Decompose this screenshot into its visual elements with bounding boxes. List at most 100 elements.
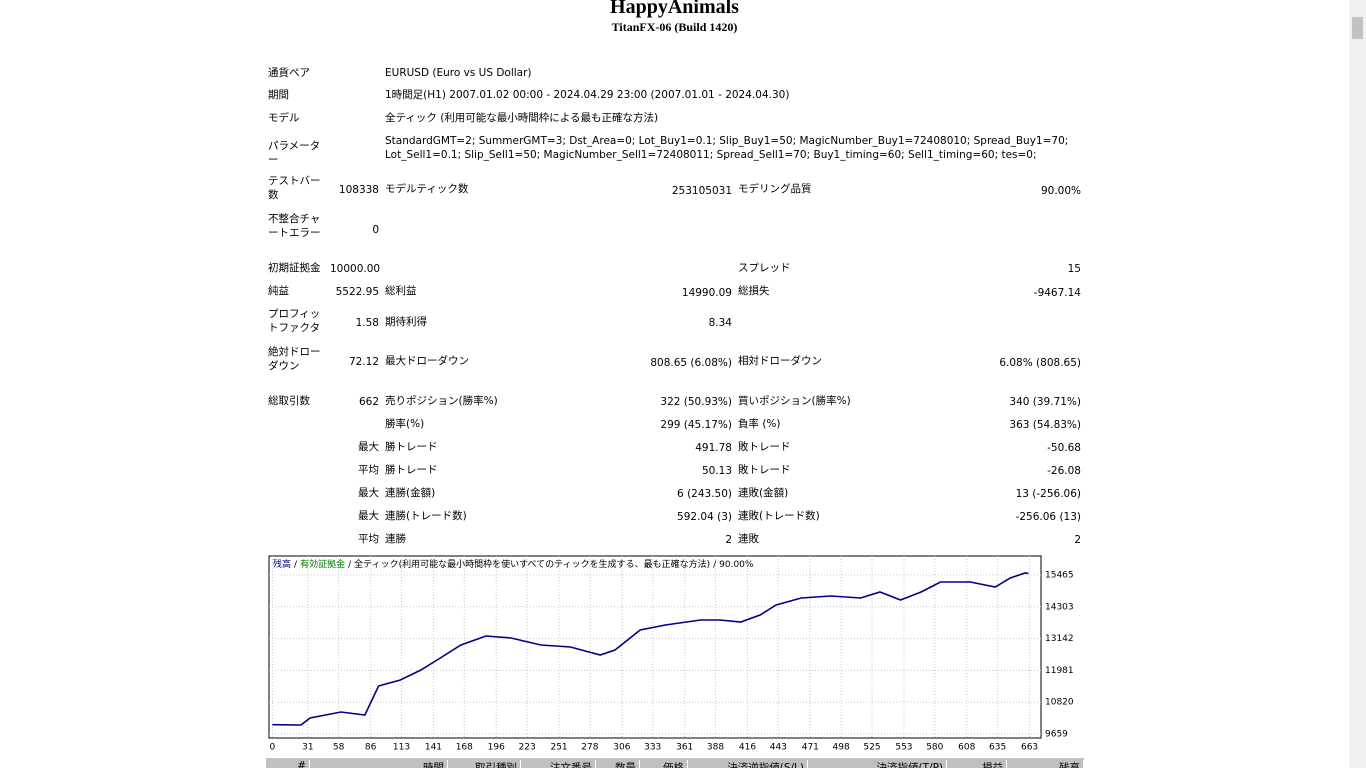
x-tick-label: 498 xyxy=(833,743,850,751)
field-label: モデル xyxy=(268,112,300,124)
stat-value: 6 (243.50) xyxy=(677,488,732,500)
scrollbar[interactable] xyxy=(1349,0,1366,768)
stat-label: 敗トレード xyxy=(738,441,791,453)
y-tick-label: 14303 xyxy=(1045,602,1074,612)
column-header: 時間 xyxy=(310,760,448,768)
scrollbar-thumb[interactable] xyxy=(1352,17,1363,39)
stat-value: 72.12 xyxy=(348,356,379,368)
x-tick-label: 525 xyxy=(863,743,880,751)
stat-label: 総取引数 xyxy=(268,395,310,407)
x-tick-label: 580 xyxy=(926,743,943,751)
x-tick-label: 278 xyxy=(581,743,598,751)
stat-label: 売りポジション(勝率%) xyxy=(385,395,498,407)
stat-value: 8.34 xyxy=(708,317,732,329)
stat-label: 平均 xyxy=(358,533,379,545)
x-tick-label: 223 xyxy=(519,743,536,751)
plot-area xyxy=(268,555,1042,739)
legend-separator: / xyxy=(713,560,717,570)
x-tick-label: 663 xyxy=(1021,743,1038,751)
stat-label: 最大 xyxy=(358,441,379,453)
x-tick-label: 388 xyxy=(707,743,724,751)
column-header: 取引種別 xyxy=(448,760,521,768)
stat-value: 322 (50.93%) xyxy=(660,396,732,408)
x-tick-label: 553 xyxy=(895,743,912,751)
report-title: HappyAnimals xyxy=(610,0,739,18)
y-tick-label: 13142 xyxy=(1045,634,1074,644)
x-tick-label: 251 xyxy=(550,743,567,751)
stat-label: 不整合チャートエラー xyxy=(268,213,321,239)
field-label: 期間 xyxy=(268,89,289,101)
stat-value: 491.78 xyxy=(695,442,732,454)
stat-label: 買いポジション(勝率%) xyxy=(738,395,851,407)
stat-value: -50.68 xyxy=(1047,442,1081,454)
stat-label: 最大ドローダウン xyxy=(385,355,469,367)
stat-label: 初期証拠金 xyxy=(268,262,321,274)
balance-line xyxy=(272,572,1029,726)
stat-label: 絶対ドローダウン xyxy=(268,346,321,372)
column-header: 注文番号 xyxy=(521,760,596,768)
stat-label: 連敗(金額) xyxy=(738,487,789,499)
legend-model: 全ティック(利用可能な最小時間枠を使いすべてのティックを生成する、最も正確な方法… xyxy=(354,558,710,570)
x-tick-label: 141 xyxy=(425,743,442,751)
stat-label: 最大 xyxy=(358,487,379,499)
stat-label: 連敗(トレード数) xyxy=(738,510,820,522)
stat-value: -9467.14 xyxy=(1033,287,1081,299)
stat-label: 敗トレード xyxy=(738,464,791,476)
x-tick-label: 113 xyxy=(393,743,410,751)
stat-label: プロフィットファクタ xyxy=(268,308,321,334)
stat-label: 最大 xyxy=(358,510,379,522)
column-header: 損益 xyxy=(947,760,1007,768)
stat-value: 6.08% (808.65) xyxy=(999,357,1081,369)
field-value: 1時間足(H1) 2007.01.02 00:00 - 2024.04.29 2… xyxy=(385,89,790,101)
stat-label: 連勝(トレード数) xyxy=(385,510,467,522)
stat-value: 340 (39.71%) xyxy=(1009,396,1081,408)
field-value: StandardGMT=2; SummerGMT=3; Dst_Area=0; … xyxy=(385,135,1069,161)
stat-label: モデルティック数 xyxy=(385,183,469,195)
legend-equity: 有効証拠金 xyxy=(300,558,345,570)
x-tick-label: 333 xyxy=(644,743,661,751)
report-subtitle: TitanFX-06 (Build 1420) xyxy=(611,20,738,34)
x-tick-label: 168 xyxy=(456,743,473,751)
stat-label: 勝率(%) xyxy=(385,418,425,430)
x-tick-label: 416 xyxy=(739,743,756,751)
balance-chart: 9659 10820 11981 13142 14303 15465 0 31 58 86 113 1… xyxy=(268,555,1074,751)
stat-label: 連敗 xyxy=(738,533,759,545)
stat-label: 平均 xyxy=(358,464,379,476)
stat-value: 592.04 (3) xyxy=(677,511,732,523)
legend-balance: 残高 xyxy=(273,558,291,570)
trades-header: # 時間 取引種別 注文番号 数量 価格 決済逆指値(S/L) 決済指値(T/P) 損益 残高 xyxy=(266,758,1084,768)
stat-value: 14990.09 xyxy=(681,287,732,299)
stat-value: 2 xyxy=(1074,534,1081,546)
column-header: 残高 xyxy=(1007,760,1084,768)
x-tick-label: 443 xyxy=(770,743,787,751)
field-label: 通貨ペア xyxy=(268,67,310,79)
stat-value: -26.08 xyxy=(1047,465,1081,477)
field-label: パラメーター xyxy=(268,140,321,166)
stat-label: 期待利得 xyxy=(385,316,427,328)
x-tick-label: 306 xyxy=(613,743,630,751)
stat-label: スプレッド xyxy=(738,262,791,274)
stat-value: 2 xyxy=(725,534,732,546)
stat-label: 勝トレード xyxy=(385,464,438,476)
field-value: EURUSD (Euro vs US Dollar) xyxy=(385,67,532,79)
stat-label: モデリング品質 xyxy=(738,183,812,195)
legend-separator: / xyxy=(348,560,352,570)
column-header: 価格 xyxy=(640,760,688,768)
x-tick-label: 361 xyxy=(676,743,693,751)
column-header: 数量 xyxy=(596,760,640,768)
stat-label: 総利益 xyxy=(385,285,417,297)
y-tick-label: 9659 xyxy=(1045,730,1068,740)
x-tick-label: 635 xyxy=(989,743,1006,751)
stat-value: 108338 xyxy=(338,184,379,196)
y-tick-label: 11981 xyxy=(1045,666,1074,676)
stat-label: 相対ドローダウン xyxy=(738,355,822,367)
stat-label: 総損失 xyxy=(738,285,770,297)
stat-label: 勝トレード xyxy=(385,441,438,453)
y-tick-label: 15465 xyxy=(1045,570,1074,580)
x-tick-label: 86 xyxy=(365,743,377,751)
column-header: 決済指値(T/P) xyxy=(808,760,947,768)
x-tick-label: 471 xyxy=(802,743,819,751)
stat-label: 連勝 xyxy=(385,533,406,545)
x-tick-label: 608 xyxy=(958,743,975,751)
